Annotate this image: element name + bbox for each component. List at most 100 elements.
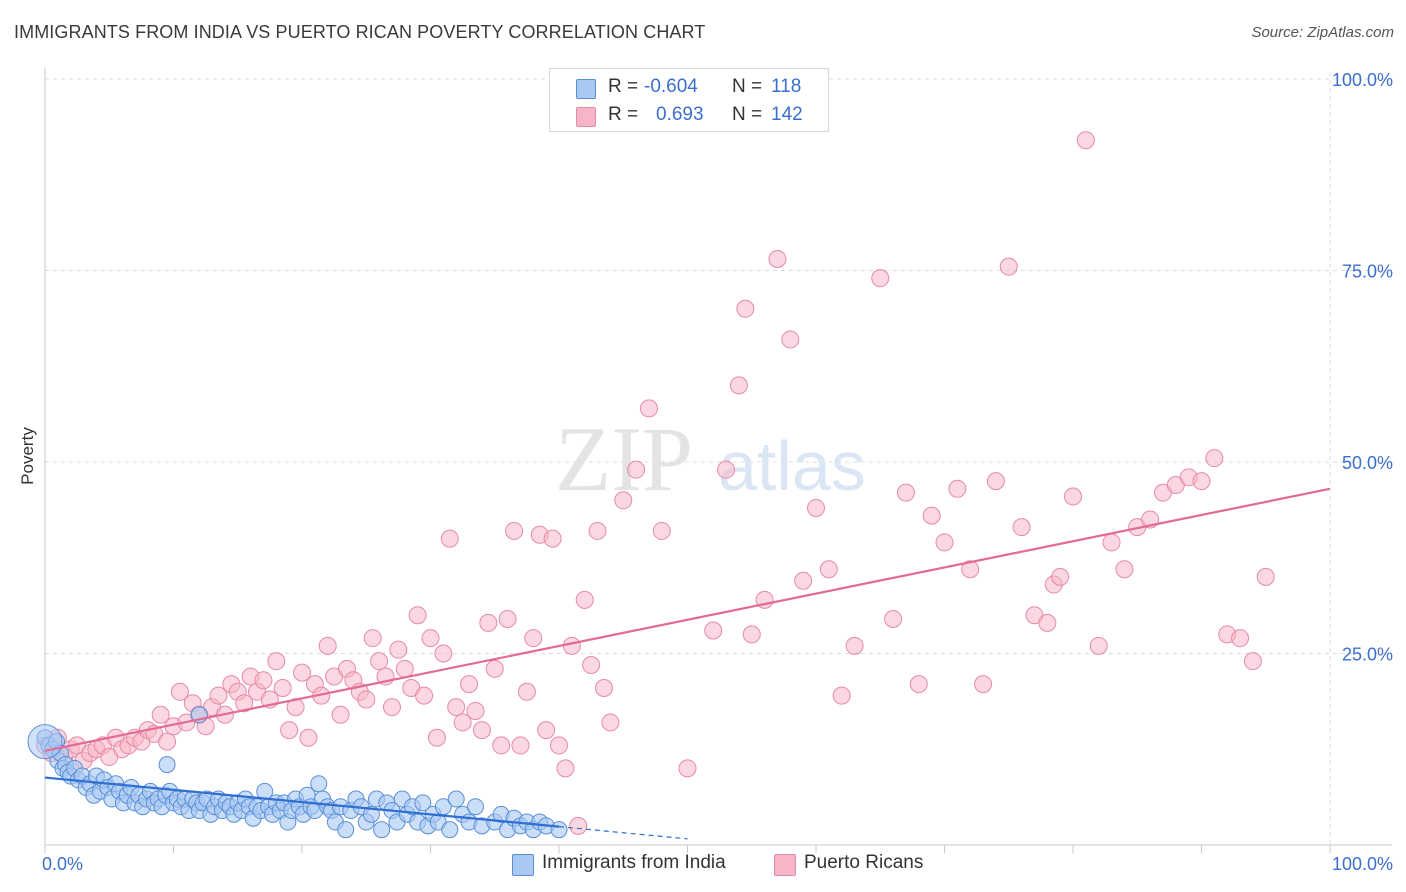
point-puerto-ricans-83 — [569, 816, 588, 835]
point-puerto-ricans-138 — [1256, 567, 1275, 586]
point-puerto-ricans-114 — [961, 560, 980, 579]
point-puerto-ricans-104 — [819, 560, 838, 579]
point-puerto-ricans-108 — [884, 610, 903, 629]
x-tick-label-0: 0.0% — [42, 854, 83, 874]
point-puerto-ricans-69 — [479, 613, 498, 632]
point-puerto-ricans-137 — [1243, 652, 1262, 671]
point-puerto-ricans-78 — [537, 721, 556, 740]
trend-line-india — [44, 776, 560, 828]
point-puerto-ricans-44 — [318, 636, 337, 655]
point-india-116 — [158, 756, 176, 774]
point-puerto-ricans-124 — [1076, 131, 1095, 150]
point-puerto-ricans-37 — [273, 678, 292, 697]
point-puerto-ricans-90 — [627, 460, 646, 479]
bottom-legend-swatch-puerto-ricans — [774, 854, 796, 876]
point-puerto-ricans-70 — [485, 659, 504, 678]
point-puerto-ricans-62 — [434, 644, 453, 663]
legend-swatch-puerto-ricans — [576, 107, 596, 127]
y-tick-label-3: 100.0% — [1332, 70, 1393, 90]
legend-r-value-india: -0.604 — [644, 76, 698, 97]
series-puerto-ricans-points — [36, 131, 1275, 835]
point-puerto-ricans-54 — [382, 698, 401, 717]
legend-r-label: R = — [608, 76, 639, 97]
point-puerto-ricans-100 — [768, 250, 787, 269]
legend: R = -0.604 N = 118 R = 0.693 N = 142 — [549, 68, 829, 132]
point-india-80 — [337, 821, 355, 839]
point-puerto-ricans-106 — [845, 636, 864, 655]
point-puerto-ricans-133 — [1192, 472, 1211, 491]
point-puerto-ricans-103 — [807, 498, 825, 517]
point-puerto-ricans-120 — [1038, 613, 1057, 632]
point-puerto-ricans-79 — [543, 529, 562, 548]
trend-line-india-extension — [558, 826, 688, 840]
bottom-legend-swatch-india — [512, 854, 534, 876]
point-puerto-ricans-105 — [832, 686, 851, 705]
y-tick-label-2: 75.0% — [1342, 262, 1393, 282]
point-puerto-ricans-96 — [729, 376, 748, 395]
point-puerto-ricans-59 — [415, 686, 434, 705]
axes — [44, 68, 1392, 853]
point-puerto-ricans-75 — [517, 682, 536, 701]
point-puerto-ricans-36 — [267, 652, 286, 671]
point-puerto-ricans-89 — [614, 491, 633, 510]
point-puerto-ricans-65 — [453, 713, 472, 732]
point-puerto-ricans-111 — [922, 506, 941, 525]
point-puerto-ricans-117 — [999, 257, 1018, 276]
point-puerto-ricans-67 — [466, 701, 485, 720]
source-label: Source: ZipAtlas.com — [1251, 24, 1394, 41]
bottom-legend-label-puerto-ricans: Puerto Ricans — [804, 852, 924, 873]
point-puerto-ricans-134 — [1205, 449, 1224, 468]
chart-title: IMMIGRANTS FROM INDIA VS PUERTO RICAN PO… — [14, 22, 706, 42]
point-india-101 — [447, 790, 465, 808]
point-puerto-ricans-81 — [556, 759, 575, 778]
point-puerto-ricans-58 — [408, 606, 427, 625]
point-puerto-ricans-115 — [974, 675, 993, 694]
watermark-atlas: atlas — [718, 427, 866, 505]
point-puerto-ricans-80 — [550, 736, 568, 755]
point-puerto-ricans-82 — [562, 636, 581, 655]
point-puerto-ricans-66 — [460, 675, 479, 694]
point-puerto-ricans-74 — [511, 736, 530, 755]
legend-row-india: R = -0.604 N = 118 — [550, 73, 828, 101]
point-puerto-ricans-118 — [1012, 518, 1031, 537]
point-puerto-ricans-76 — [524, 629, 543, 648]
bottom-legend-label-india: Immigrants from India — [542, 852, 726, 873]
point-puerto-ricans-38 — [280, 721, 299, 740]
point-india-85 — [362, 805, 380, 823]
point-puerto-ricans-56 — [395, 659, 414, 678]
trend-lines — [44, 487, 1331, 840]
point-india-95 — [414, 794, 432, 812]
point-puerto-ricans-19 — [158, 732, 177, 751]
point-puerto-ricans-98 — [742, 625, 761, 644]
point-puerto-ricans-93 — [678, 759, 697, 778]
y-tick-label-1: 50.0% — [1342, 453, 1393, 473]
point-puerto-ricans-97 — [736, 299, 755, 318]
legend-n-label: N = — [732, 76, 763, 97]
point-puerto-ricans-112 — [935, 533, 954, 552]
point-india-cluster — [27, 724, 63, 760]
series-india-points — [27, 706, 568, 839]
point-puerto-ricans-102 — [794, 571, 813, 590]
point-puerto-ricans-72 — [498, 610, 517, 629]
point-puerto-ricans-34 — [254, 671, 273, 690]
legend-n-value-india: 118 — [771, 76, 802, 97]
legend-swatch-india — [576, 79, 596, 99]
point-puerto-ricans-52 — [370, 652, 389, 671]
point-puerto-ricans-63 — [440, 529, 459, 548]
watermark: ZIP atlas — [555, 408, 866, 510]
tick-labels: 25.0% 50.0% 75.0% 100.0% 0.0% 100.0% — [42, 70, 1393, 874]
point-puerto-ricans-21 — [170, 682, 189, 701]
point-puerto-ricans-91 — [639, 399, 658, 418]
point-india-87 — [373, 821, 391, 839]
point-puerto-ricans-122 — [1051, 567, 1070, 586]
point-puerto-ricans-51 — [363, 629, 382, 648]
point-puerto-ricans-92 — [652, 521, 671, 540]
y-axis-label: Poverty — [18, 427, 37, 485]
point-puerto-ricans-73 — [505, 521, 524, 540]
legend-row-puerto-ricans: R = 0.693 N = 142 — [550, 101, 828, 129]
point-puerto-ricans-125 — [1089, 636, 1108, 655]
point-puerto-ricans-101 — [781, 330, 800, 349]
point-puerto-ricans-46 — [331, 705, 350, 724]
point-puerto-ricans-18 — [151, 705, 170, 724]
